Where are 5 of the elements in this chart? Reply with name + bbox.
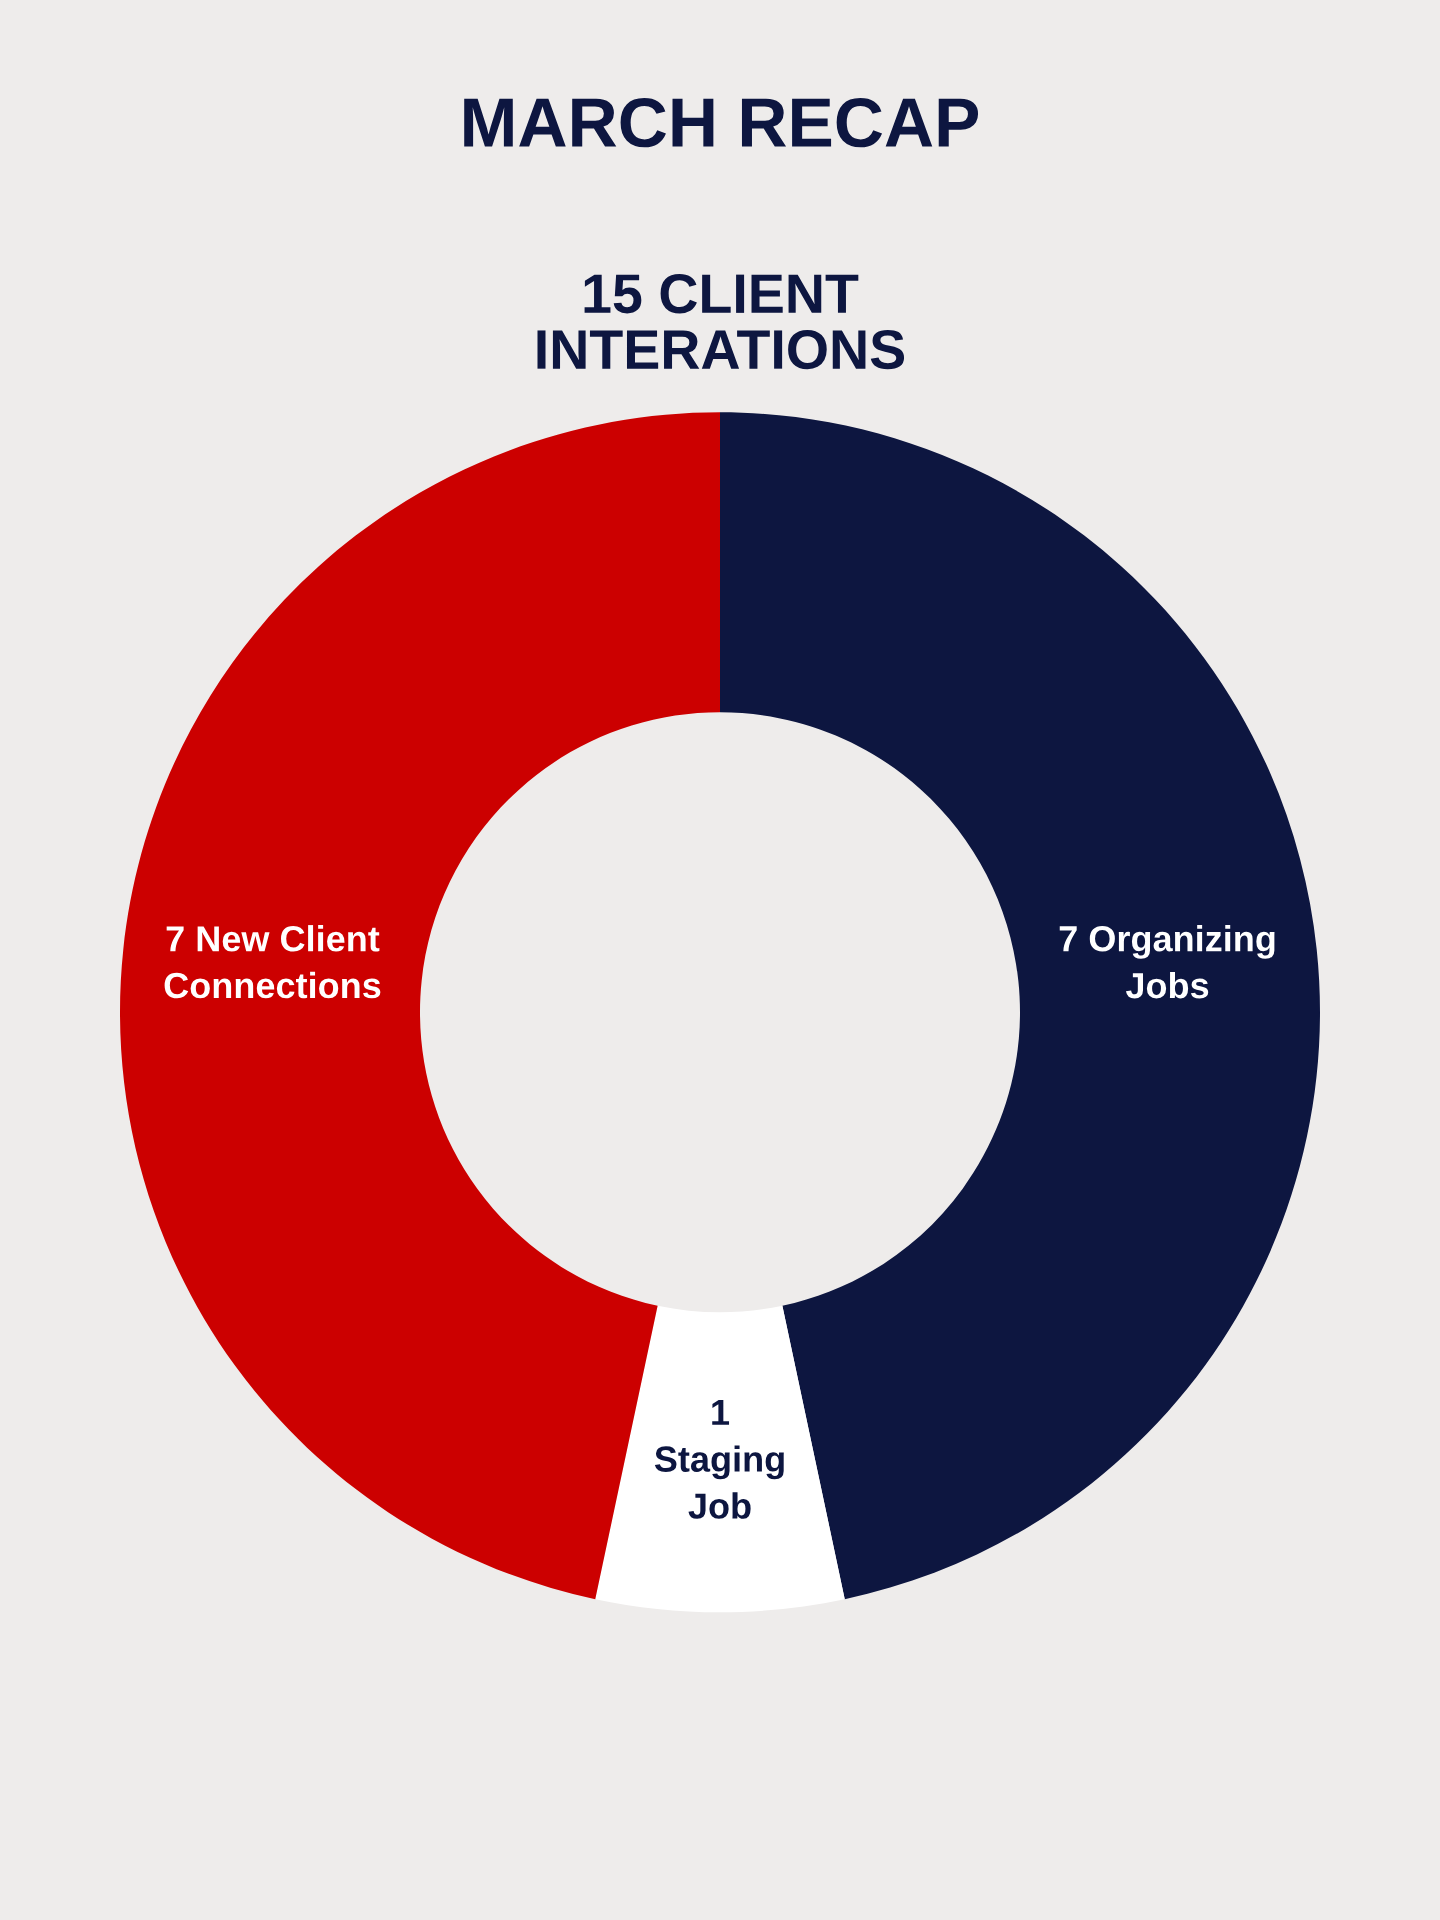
- slice-label: 7 New Client Connections: [164, 925, 381, 999]
- chart-title: MARCH RECAP: [464, 98, 979, 148]
- slice-label: 7 Organizing Jobs: [1059, 925, 1275, 999]
- chart-subtitle: 15 CLIENT INTERATIONS: [537, 274, 905, 370]
- slice-label: 1 Staging Job: [654, 1399, 784, 1519]
